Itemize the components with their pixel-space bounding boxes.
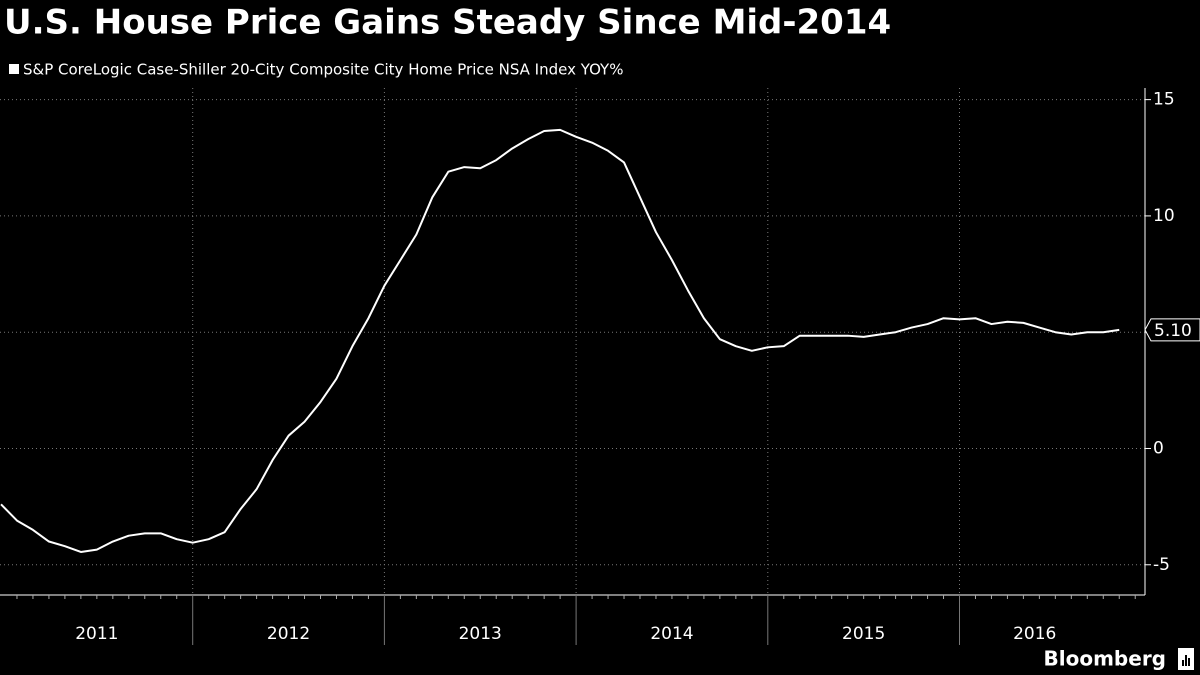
last-value-box bbox=[1144, 318, 1200, 342]
x-tick-label: 2016 bbox=[1013, 624, 1056, 644]
x-tick-label: 2012 bbox=[267, 624, 310, 644]
y-tick-label: 15 bbox=[1153, 90, 1175, 110]
chart-title: U.S. House Price Gains Steady Since Mid-… bbox=[4, 3, 891, 43]
y-tick-label: -5 bbox=[1153, 555, 1170, 575]
source: Bloomberg bbox=[1044, 647, 1166, 671]
x-tick-label: 2014 bbox=[650, 624, 693, 644]
x-tick-label: 2015 bbox=[842, 624, 885, 644]
x-tick-label: 2011 bbox=[75, 624, 118, 644]
line bbox=[0, 128, 1120, 553]
legend-label: S&P CoreLogic Case-Shiller 20-City Compo… bbox=[23, 61, 623, 79]
source-icon bbox=[1178, 648, 1194, 670]
last-value-label: 5.10 bbox=[1154, 321, 1192, 341]
legend-marker bbox=[9, 64, 19, 74]
x-tick-label: 2013 bbox=[459, 624, 502, 644]
y-tick-label: 10 bbox=[1153, 206, 1175, 226]
y-tick-label: 0 bbox=[1153, 438, 1164, 458]
